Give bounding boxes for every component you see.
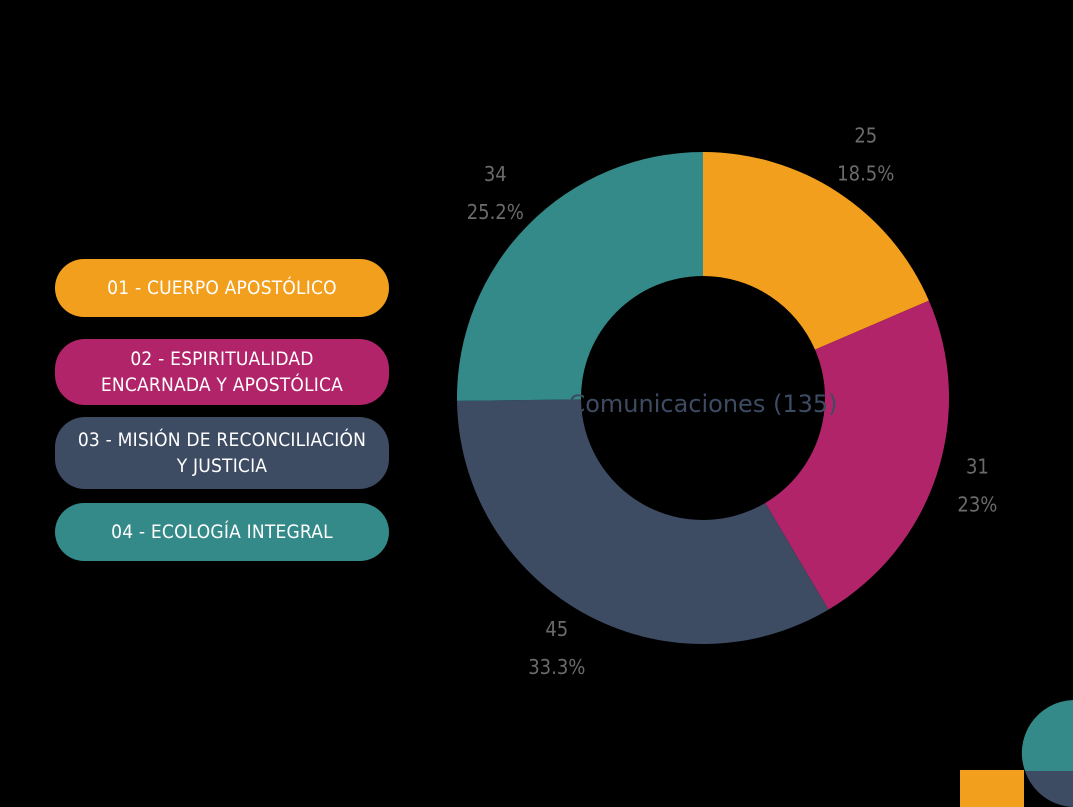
donut-slice <box>457 399 829 644</box>
slice-value-label: 45 <box>545 617 568 641</box>
slice-value-label: 25 <box>854 123 877 147</box>
donut-slice <box>457 152 703 401</box>
legend-item-espiritualidad: 02 - ESPIRITUALIDAD ENCARNADA Y APOSTÓLI… <box>55 339 389 405</box>
legend-item-ecologia-integral: 04 - ECOLOGÍA INTEGRAL <box>55 503 389 561</box>
donut-slice <box>703 152 929 350</box>
corner-decoration-orange <box>960 770 1024 807</box>
slice-percent-label: 18.5% <box>837 161 894 185</box>
slice-percent-label: 33.3% <box>528 655 585 679</box>
chart-center-label: Comunicaciones (135) <box>568 390 837 418</box>
legend-item-cuerpo-apostolico: 01 - CUERPO APOSTÓLICO <box>55 259 389 317</box>
corner-decoration-circle <box>1021 700 1073 807</box>
slice-percent-label: 23% <box>957 492 997 516</box>
slice-value-label: 31 <box>966 454 989 478</box>
legend-item-mision-reconciliacion: 03 - MISIÓN DE RECONCILIACIÓN Y JUSTICIA <box>55 417 389 489</box>
slice-percent-label: 25.2% <box>467 200 524 224</box>
donut-slice <box>765 300 949 610</box>
slice-value-label: 34 <box>484 162 507 186</box>
